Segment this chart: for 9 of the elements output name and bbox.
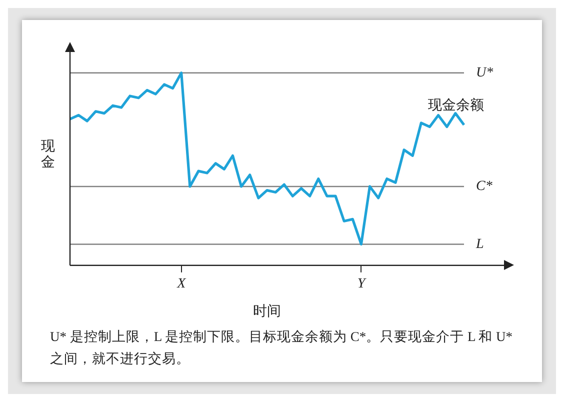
text: U* 是控制上限，L 是控制下限。目标现金余额为 C*。只要现金介于 L 和 U* 之间，就不进行交易。: [49, 328, 514, 368]
x-axis-title: 时间: [253, 303, 281, 320]
ref-line-label: C*: [476, 179, 492, 194]
ref-line-label: L: [475, 236, 484, 252]
series-label: 现金余额: [428, 98, 484, 114]
x-tick-label: X: [176, 276, 186, 292]
y-axis-title: 现金: [41, 139, 55, 170]
ref-line-label: U*: [476, 66, 494, 81]
x-tick-label: Y: [357, 276, 368, 292]
